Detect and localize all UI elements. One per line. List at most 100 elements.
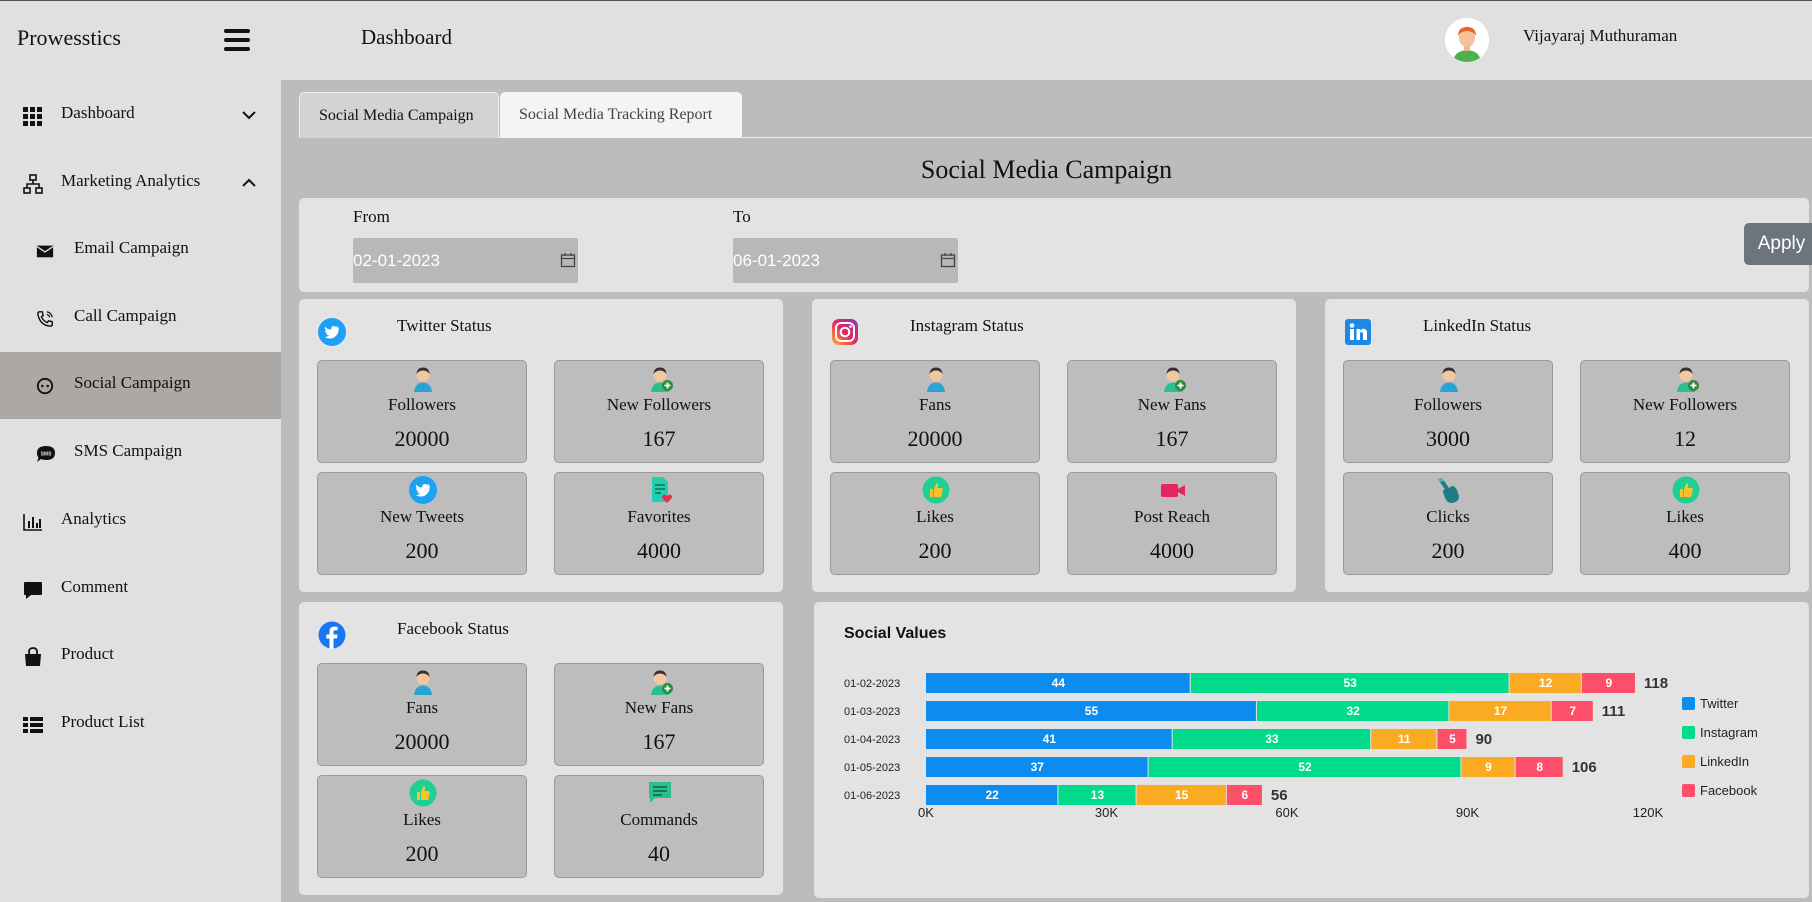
sitemap-icon	[23, 174, 43, 194]
twitter-new-tweets-tile[interactable]: New Tweets 200	[317, 472, 527, 575]
tile-label: Favorites	[627, 507, 691, 526]
user-add-icon	[651, 367, 673, 392]
facebook-fans-tile[interactable]: Fans 20000	[317, 663, 527, 766]
tile-value: 167	[642, 426, 676, 451]
tile-value: 40	[648, 841, 670, 866]
tile-value: 4000	[637, 538, 681, 563]
twitter-favorites-tile[interactable]: Favorites 4000	[554, 472, 764, 575]
twitter-new-followers-tile[interactable]: New Followers 167	[554, 360, 764, 463]
brand-logo[interactable]: Prowesstics	[17, 25, 121, 50]
bar-segment	[1449, 701, 1551, 721]
instagram-fans-tile[interactable]: Fans 20000	[830, 360, 1040, 463]
data-label: 41	[1043, 732, 1057, 746]
from-label: From	[353, 207, 390, 226]
sidebar-item-call-campaign[interactable]: Call Campaign	[0, 285, 281, 352]
sidebar-item-analytics[interactable]: Analytics	[0, 488, 281, 555]
sidebar-item-dashboard[interactable]: Dashboard	[0, 82, 281, 149]
sidebar-item-marketing-analytics[interactable]: Marketing Analytics	[0, 150, 281, 217]
sidebar-item-label: Email Campaign	[74, 238, 189, 257]
tile-value: 167	[642, 729, 676, 754]
chevron-up-icon[interactable]	[240, 174, 258, 192]
sidebar-item-social-campaign[interactable]: Social Campaign	[0, 352, 281, 419]
sidebar-item-email-campaign[interactable]: Email Campaign	[0, 217, 281, 284]
linkedin-new-followers-tile[interactable]: New Followers 12	[1580, 360, 1790, 463]
bar-segment	[926, 785, 1058, 805]
svg-text:SMS: SMS	[41, 452, 53, 458]
user-name[interactable]: Vijayaraj Muthuraman	[1523, 26, 1678, 45]
tile-value: 200	[1431, 538, 1465, 563]
facebook-logo-icon	[318, 621, 346, 649]
total-label: 56	[1271, 787, 1288, 804]
bar-segment	[1256, 701, 1449, 721]
user-icon	[414, 670, 432, 695]
favorite-doc-icon	[652, 477, 673, 503]
x-axis-tick-label: 90K	[1456, 805, 1479, 820]
linkedin-followers-tile[interactable]: Followers 3000	[1343, 360, 1553, 463]
linkedin-likes-tile[interactable]: Likes 400	[1580, 472, 1790, 575]
instagram-likes-tile[interactable]: Likes 200	[830, 472, 1040, 575]
to-date-input[interactable]	[733, 238, 958, 283]
tile-value: 12	[1674, 426, 1696, 451]
bar-segment	[1226, 785, 1262, 805]
tile-label: New Fans	[624, 698, 694, 717]
user-icon	[414, 367, 432, 392]
bar-segment	[926, 701, 1256, 721]
sidebar-item-sms-campaign[interactable]: SMS SMS Campaign	[0, 420, 281, 487]
chart-title: Social Values	[844, 625, 947, 642]
shopping-bag-icon	[25, 647, 41, 666]
calendar-icon[interactable]	[940, 252, 956, 268]
linkedin-clicks-tile[interactable]: Clicks 200	[1343, 472, 1553, 575]
calendar-icon[interactable]	[560, 252, 576, 268]
section-title: Social Media Campaign	[920, 155, 1173, 184]
facebook-new-fans-tile[interactable]: New Fans 167	[554, 663, 764, 766]
bar-segment	[926, 729, 1172, 749]
twitter-icon	[409, 476, 437, 504]
user-add-icon	[651, 670, 673, 695]
x-axis-tick-label: 0K	[918, 805, 934, 820]
data-label: 9	[1606, 676, 1613, 690]
x-axis-tick-label: 120K	[1633, 805, 1664, 820]
from-date-input[interactable]	[353, 238, 578, 283]
bar-segment	[1172, 729, 1371, 749]
tile-label: New Followers	[1632, 395, 1738, 414]
sidebar-item-product-list[interactable]: Product List	[0, 691, 281, 758]
facebook-commands-tile[interactable]: Commands 40	[554, 775, 764, 878]
comment-icon	[24, 582, 42, 599]
instagram-post-reach-tile[interactable]: Post Reach 4000	[1067, 472, 1277, 575]
instagram-new-fans-tile[interactable]: New Fans 167	[1067, 360, 1277, 463]
bar-segment	[1148, 757, 1461, 777]
data-label: 13	[1091, 788, 1105, 802]
facebook-likes-tile[interactable]: Likes 200	[317, 775, 527, 878]
legend-label: Instagram	[1700, 725, 1758, 740]
tile-value: 3000	[1426, 426, 1470, 451]
date-filter: From To Apply	[299, 198, 1812, 292]
twitter-followers-tile[interactable]: Followers 20000	[317, 360, 527, 463]
sidebar-item-comment[interactable]: Comment	[0, 556, 281, 623]
data-label: 22	[985, 788, 999, 802]
menu-toggle-icon[interactable]	[224, 29, 250, 51]
chevron-down-icon[interactable]	[240, 106, 258, 124]
tab-social-media-campaign[interactable]: Social Media Campaign	[299, 92, 499, 138]
y-axis-label: 01-05-2023	[844, 762, 900, 774]
apply-button[interactable]: Apply	[1744, 223, 1812, 265]
phone-icon	[37, 311, 53, 327]
data-label: 6	[1242, 788, 1249, 802]
total-label: 111	[1602, 703, 1625, 720]
instagram-logo-icon	[832, 319, 858, 345]
legend-marker	[1682, 755, 1695, 768]
tile-value: 20000	[394, 729, 450, 754]
sidebar-item-product[interactable]: Product	[0, 623, 281, 690]
avatar[interactable]	[1445, 18, 1489, 62]
y-axis-label: 01-04-2023	[844, 734, 900, 746]
tile-value: 4000	[1150, 538, 1194, 563]
instagram-status-title: Instagram Status	[910, 316, 1024, 335]
bar-chart-icon	[23, 514, 42, 531]
tile-label: New Tweets	[380, 507, 464, 526]
legend-label: Facebook	[1700, 783, 1758, 798]
twitter-status-card: Twitter Status Followers 20000 New Follo…	[299, 299, 783, 592]
bar-segment	[1190, 673, 1509, 693]
tile-label: Fans	[918, 395, 952, 414]
tab-social-media-tracking-report[interactable]: Social Media Tracking Report	[500, 92, 742, 138]
tile-label: Post Reach	[1133, 507, 1211, 526]
